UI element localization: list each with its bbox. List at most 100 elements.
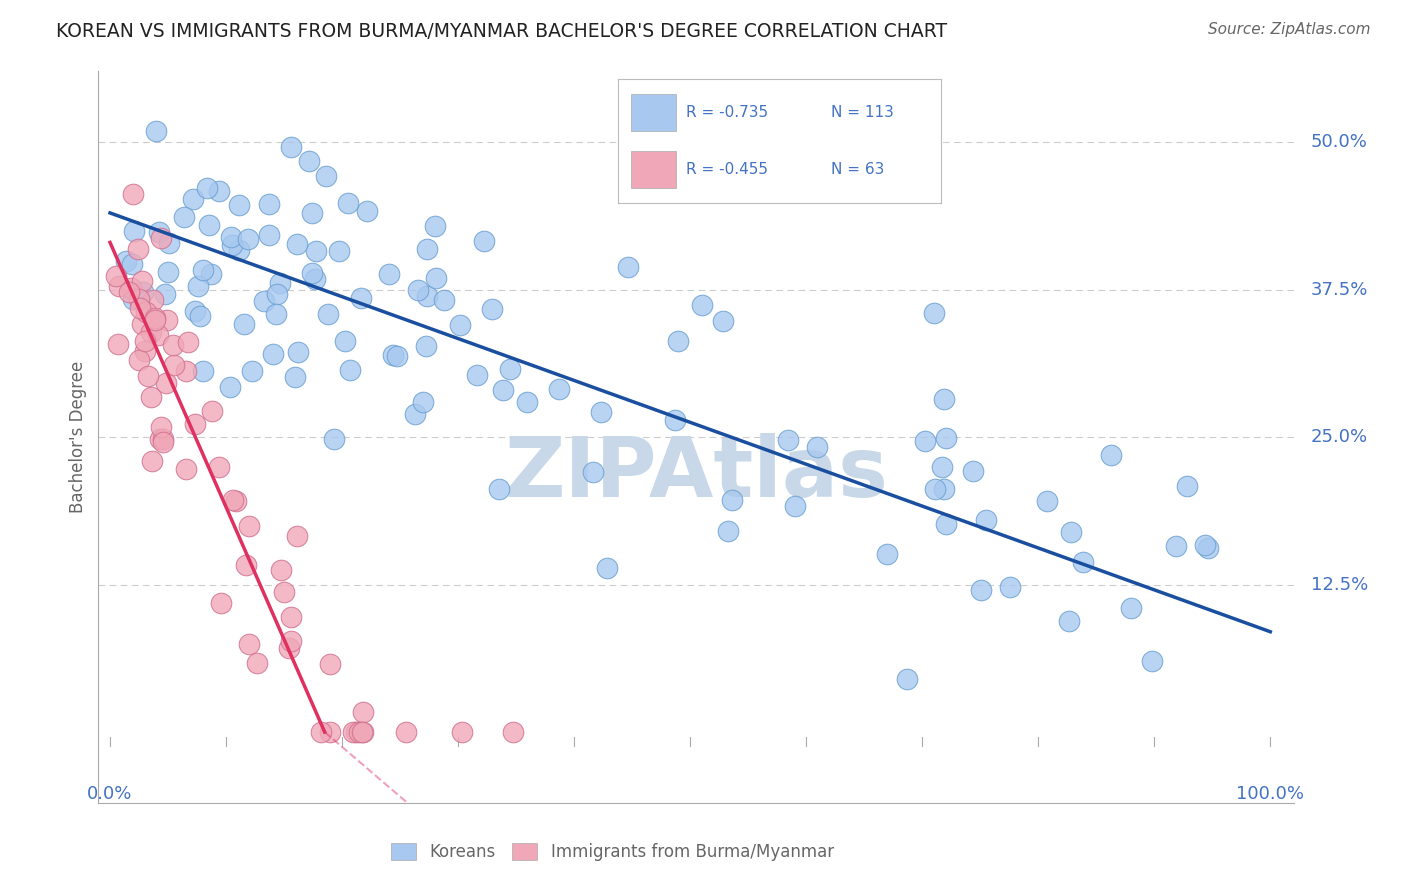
- Point: [143, 310, 166, 325]
- Point: [266, 287, 288, 301]
- Text: KOREAN VS IMMIGRANTS FROM BURMA/MYANMAR BACHELOR'S DEGREE CORRELATION CHART: KOREAN VS IMMIGRANTS FROM BURMA/MYANMAR …: [56, 22, 948, 41]
- Point: [350, 725, 373, 739]
- Point: [1119, 601, 1142, 615]
- Point: [783, 500, 806, 514]
- Point: [1175, 479, 1198, 493]
- Point: [492, 383, 515, 397]
- Point: [617, 260, 640, 275]
- Point: [200, 267, 222, 281]
- Point: [311, 725, 333, 739]
- Point: [156, 313, 179, 327]
- Point: [143, 312, 166, 326]
- Point: [304, 272, 326, 286]
- Point: [134, 305, 156, 319]
- Point: [142, 293, 165, 307]
- Point: [174, 462, 197, 476]
- Point: [924, 482, 946, 496]
- Point: [264, 307, 287, 321]
- Point: [183, 417, 205, 432]
- Point: [472, 234, 495, 248]
- Point: [356, 203, 378, 218]
- Point: [118, 285, 141, 300]
- Point: [162, 338, 184, 352]
- Point: [262, 347, 284, 361]
- Point: [1164, 539, 1187, 553]
- Point: [208, 184, 231, 198]
- Point: [1073, 555, 1095, 569]
- Text: 12.5%: 12.5%: [1310, 575, 1368, 593]
- Point: [344, 725, 367, 739]
- Legend: Koreans, Immigrants from Burma/Myanmar: Koreans, Immigrants from Burma/Myanmar: [384, 836, 841, 868]
- Point: [287, 529, 309, 543]
- Point: [352, 725, 374, 739]
- Point: [157, 235, 180, 250]
- Point: [382, 348, 405, 362]
- Point: [416, 288, 439, 302]
- Point: [280, 634, 302, 648]
- Point: [876, 547, 898, 561]
- Y-axis label: Bachelor's Degree: Bachelor's Degree: [69, 361, 87, 513]
- Point: [1197, 541, 1219, 555]
- Point: [122, 187, 145, 202]
- Point: [664, 413, 686, 427]
- Point: [596, 561, 619, 575]
- Point: [131, 274, 153, 288]
- Point: [191, 263, 214, 277]
- Point: [219, 229, 242, 244]
- Text: ZIPAtlas: ZIPAtlas: [503, 434, 889, 514]
- Point: [449, 318, 471, 332]
- Point: [228, 197, 250, 211]
- Point: [1057, 614, 1080, 628]
- Point: [228, 243, 250, 257]
- Point: [240, 364, 263, 378]
- Point: [246, 656, 269, 670]
- Point: [134, 344, 156, 359]
- Point: [209, 596, 232, 610]
- Point: [238, 519, 260, 533]
- Point: [173, 210, 195, 224]
- Point: [998, 580, 1021, 594]
- Point: [285, 237, 308, 252]
- Point: [318, 725, 340, 739]
- Point: [969, 583, 991, 598]
- Point: [305, 244, 328, 258]
- Point: [692, 298, 714, 312]
- Point: [488, 482, 510, 496]
- Point: [548, 382, 571, 396]
- Point: [128, 292, 150, 306]
- Point: [222, 493, 245, 508]
- Point: [666, 334, 689, 348]
- Point: [146, 328, 169, 343]
- Point: [333, 334, 356, 348]
- Point: [336, 195, 359, 210]
- Point: [385, 349, 408, 363]
- Point: [451, 725, 474, 739]
- Point: [141, 325, 163, 339]
- Point: [408, 283, 430, 297]
- Point: [1194, 538, 1216, 552]
- Point: [128, 353, 150, 368]
- Point: [121, 256, 143, 270]
- Point: [278, 641, 301, 656]
- Point: [721, 493, 744, 508]
- Text: 50.0%: 50.0%: [1310, 133, 1368, 151]
- Point: [922, 306, 945, 320]
- Point: [273, 584, 295, 599]
- Point: [152, 432, 174, 446]
- Point: [932, 392, 955, 407]
- Point: [1035, 493, 1057, 508]
- Point: [195, 181, 218, 195]
- Point: [481, 301, 503, 316]
- Point: [191, 364, 214, 378]
- Text: 0.0%: 0.0%: [87, 785, 132, 803]
- Point: [280, 610, 302, 624]
- Point: [352, 705, 374, 719]
- Point: [221, 237, 243, 252]
- Point: [235, 558, 257, 572]
- Point: [136, 369, 159, 384]
- Point: [131, 317, 153, 331]
- Point: [149, 419, 172, 434]
- Point: [208, 460, 231, 475]
- Point: [806, 440, 828, 454]
- Point: [238, 637, 260, 651]
